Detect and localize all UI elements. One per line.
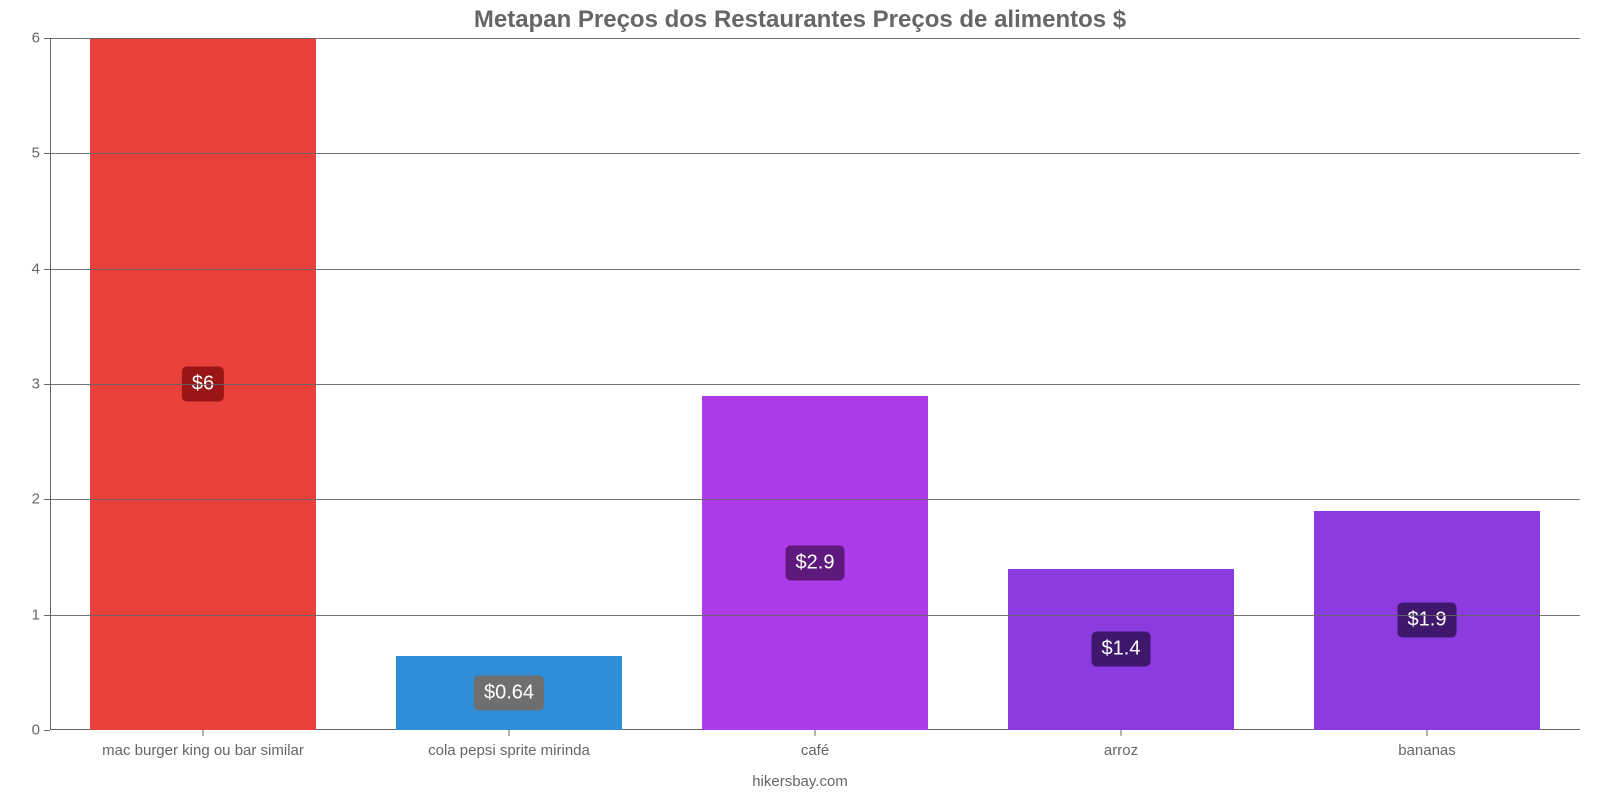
gridline [50, 384, 1580, 385]
x-tick-mark [1427, 730, 1428, 736]
bar: $1.9 [1314, 511, 1540, 730]
value-badge: $1.4 [1092, 632, 1151, 667]
y-tick-mark [44, 499, 50, 500]
x-tick-mark [1121, 730, 1122, 736]
chart-container: Metapan Preços dos Restaurantes Preços d… [0, 0, 1600, 800]
bar: $1.4 [1008, 569, 1234, 730]
gridline [50, 269, 1580, 270]
y-tick-mark [44, 153, 50, 154]
bar: $2.9 [702, 396, 928, 730]
x-tick-label: bananas [1398, 742, 1456, 759]
x-tick-label: arroz [1104, 742, 1138, 759]
y-tick-mark [44, 730, 50, 731]
y-tick-label: 3 [10, 376, 40, 393]
value-badge: $1.9 [1398, 603, 1457, 638]
x-tick-mark [815, 730, 816, 736]
gridline [50, 615, 1580, 616]
y-tick-label: 6 [10, 30, 40, 47]
gridline [50, 153, 1580, 154]
x-tick-label: cola pepsi sprite mirinda [428, 742, 590, 759]
gridline [50, 499, 1580, 500]
y-tick-label: 1 [10, 606, 40, 623]
value-badge: $2.9 [786, 545, 845, 580]
y-tick-label: 0 [10, 722, 40, 739]
bar: $0.64 [396, 656, 622, 730]
y-tick-label: 5 [10, 145, 40, 162]
x-tick-label: mac burger king ou bar similar [102, 742, 304, 759]
y-tick-label: 2 [10, 491, 40, 508]
gridline [50, 38, 1580, 39]
y-tick-mark [44, 38, 50, 39]
y-tick-mark [44, 384, 50, 385]
plot-area: $6mac burger king ou bar similar$0.64col… [50, 38, 1580, 730]
x-tick-mark [509, 730, 510, 736]
x-tick-mark [203, 730, 204, 736]
y-tick-mark [44, 269, 50, 270]
y-tick-label: 4 [10, 260, 40, 277]
chart-title: Metapan Preços dos Restaurantes Preços d… [0, 6, 1600, 34]
value-badge: $0.64 [474, 676, 544, 711]
chart-caption: hikersbay.com [0, 773, 1600, 790]
x-tick-label: café [801, 742, 829, 759]
y-tick-mark [44, 615, 50, 616]
